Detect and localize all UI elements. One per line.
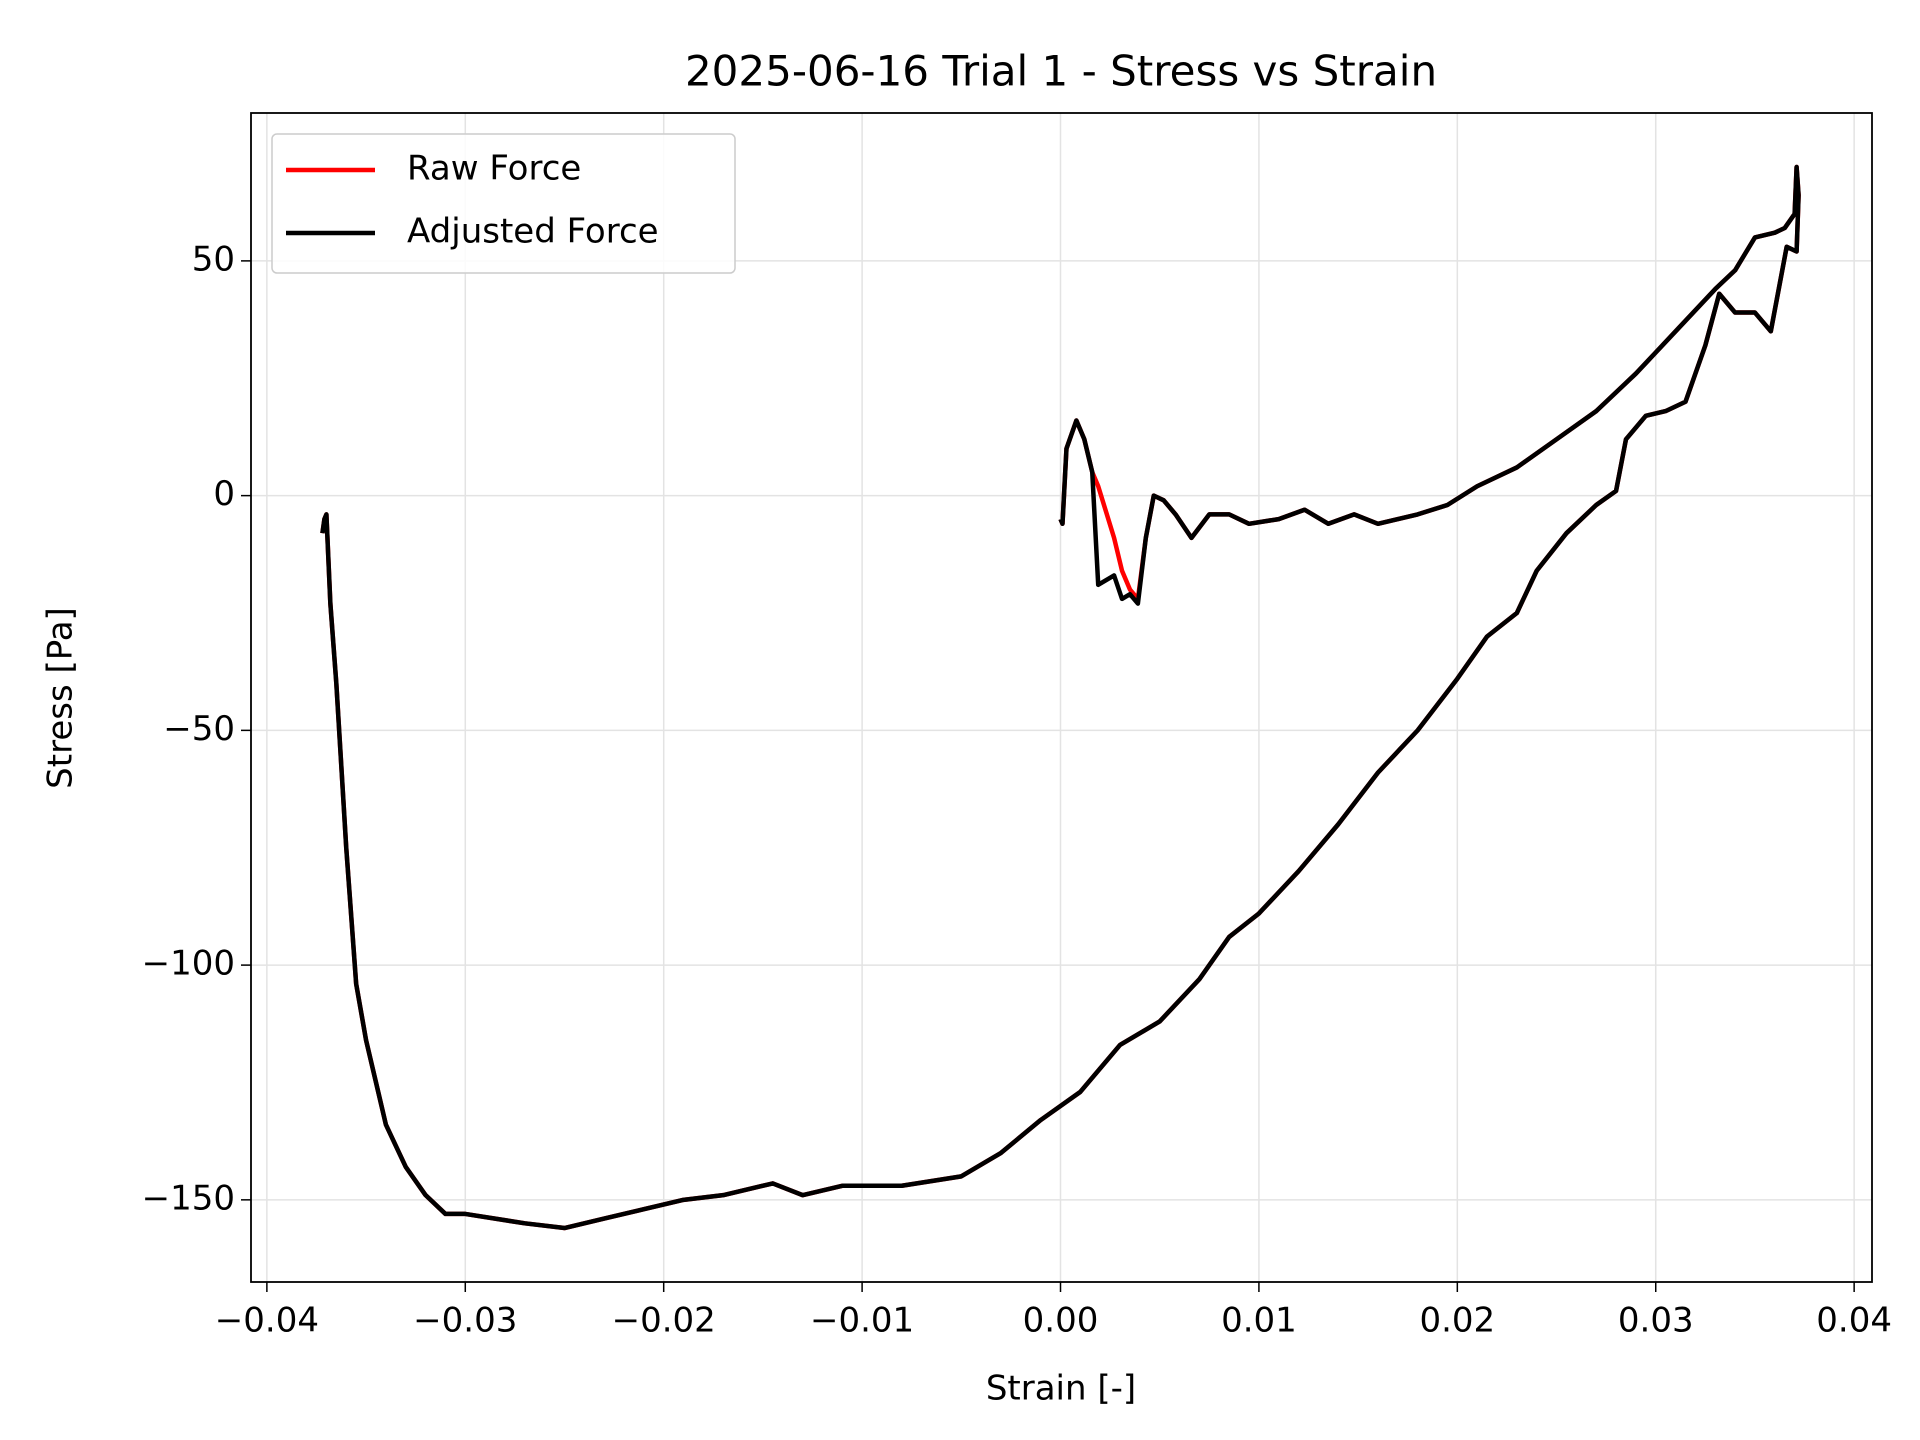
legend-label: Raw Force xyxy=(407,149,581,189)
x-tick-label: −0.01 xyxy=(810,1301,914,1341)
chart-title: 2025-06-16 Trial 1 - Stress vs Strain xyxy=(685,47,1437,96)
axes-frame xyxy=(250,112,1873,1283)
x-tick-label: −0.03 xyxy=(413,1301,517,1341)
y-tick-label: 50 xyxy=(192,239,235,279)
y-tick-label: 0 xyxy=(213,474,235,514)
x-tick-label: 0.01 xyxy=(1221,1301,1297,1341)
data-line xyxy=(320,164,1801,1231)
x-tick-label: 0.00 xyxy=(1023,1301,1099,1341)
x-tick-label: 0.02 xyxy=(1419,1301,1495,1341)
legend-box xyxy=(271,133,736,274)
y-tick-label: −50 xyxy=(163,709,235,749)
x-tick-label: 0.04 xyxy=(1816,1301,1892,1341)
legend: Raw Force Adjusted Force xyxy=(271,133,736,274)
y-tick-label: −150 xyxy=(142,1178,235,1218)
y-tick-label: −100 xyxy=(142,944,235,984)
legend-label: Adjusted Force xyxy=(407,212,659,252)
x-tick-label: −0.02 xyxy=(612,1301,716,1341)
x-axis-label: Strain [-] xyxy=(986,1369,1136,1409)
y-axis-label: Stress [Pa] xyxy=(41,607,81,789)
x-tick-label: 0.03 xyxy=(1618,1301,1694,1341)
x-tick-label: −0.04 xyxy=(215,1301,319,1341)
